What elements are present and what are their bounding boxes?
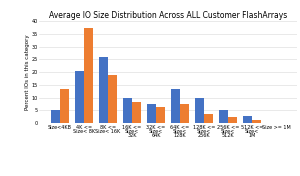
Bar — [204, 114, 213, 123]
Bar — [252, 120, 261, 123]
Bar — [180, 104, 189, 123]
Bar — [99, 57, 108, 123]
Bar — [219, 111, 228, 123]
Y-axis label: Percent IOs in this category: Percent IOs in this category — [25, 34, 30, 110]
Bar — [171, 89, 180, 123]
Bar — [75, 71, 84, 123]
Bar — [60, 89, 69, 123]
Bar — [108, 75, 117, 123]
Bar — [228, 117, 237, 123]
Bar — [195, 98, 204, 123]
Bar — [51, 111, 60, 123]
Bar — [123, 98, 132, 123]
Bar — [147, 104, 156, 123]
Bar — [84, 27, 93, 123]
Bar — [132, 102, 141, 123]
Title: Average IO Size Distribution Across ALL Customer FlashArrays: Average IO Size Distribution Across ALL … — [49, 11, 287, 20]
Bar — [156, 107, 165, 123]
Bar — [243, 116, 252, 123]
